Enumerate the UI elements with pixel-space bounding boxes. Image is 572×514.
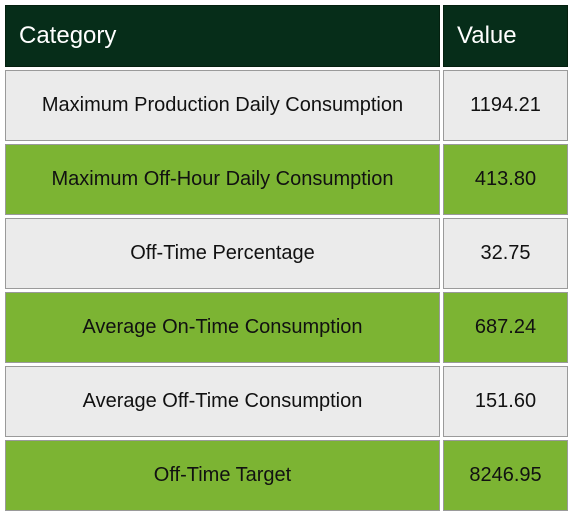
table-row: Off-Time Percentage 32.75	[5, 218, 568, 289]
column-header-category: Category	[5, 5, 440, 67]
value-cell: 413.80	[443, 144, 568, 215]
column-header-value: Value	[443, 5, 568, 67]
value-cell: 8246.95	[443, 440, 568, 511]
category-cell: Off-Time Target	[5, 440, 440, 511]
value-cell: 1194.21	[443, 70, 568, 141]
category-cell: Off-Time Percentage	[5, 218, 440, 289]
category-cell: Maximum Off-Hour Daily Consumption	[5, 144, 440, 215]
table-row: Off-Time Target 8246.95	[5, 440, 568, 511]
category-cell: Average Off-Time Consumption	[5, 366, 440, 437]
table-row: Average Off-Time Consumption 151.60	[5, 366, 568, 437]
value-cell: 687.24	[443, 292, 568, 363]
category-cell: Maximum Production Daily Consumption	[5, 70, 440, 141]
value-cell: 151.60	[443, 366, 568, 437]
value-cell: 32.75	[443, 218, 568, 289]
table-row: Maximum Production Daily Consumption 119…	[5, 70, 568, 141]
table-row: Average On-Time Consumption 687.24	[5, 292, 568, 363]
table-row: Maximum Off-Hour Daily Consumption 413.8…	[5, 144, 568, 215]
category-cell: Average On-Time Consumption	[5, 292, 440, 363]
table-header-row: Category Value	[5, 5, 568, 67]
